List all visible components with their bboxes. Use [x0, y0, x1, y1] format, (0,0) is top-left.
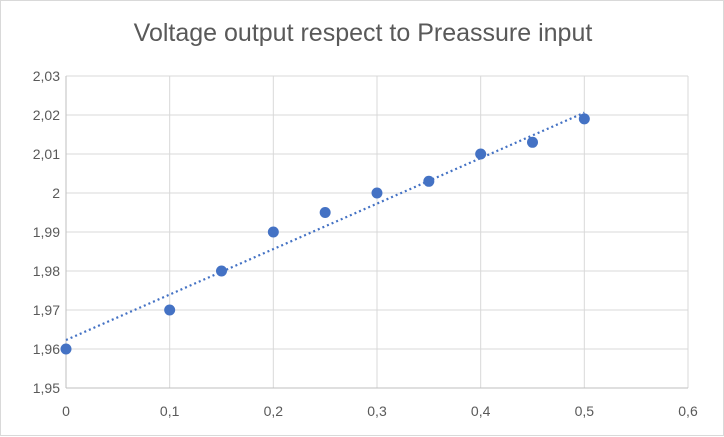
y-tick-label: 1,96 [33, 341, 60, 357]
y-tick-label: 2,02 [33, 107, 60, 123]
data-point [216, 265, 227, 277]
data-point [164, 304, 176, 316]
data-point [319, 207, 331, 218]
y-tick-label: 1,98 [33, 263, 60, 279]
data-point [60, 343, 72, 355]
gridlines [65, 75, 689, 389]
y-tick-label: 2,03 [33, 68, 60, 84]
chart-title: Voltage output respect to Preassure inpu… [133, 19, 593, 47]
trendline [65, 111, 585, 342]
y-tick-label: 1,95 [33, 380, 60, 396]
axes: 1,95 1,96 1,97 1,98 1,99 2 2,01 2,02 2,03 0 0,1 0,2… [33, 68, 698, 419]
x-tick-label: 0,1 [160, 403, 180, 419]
x-tick-label: 0,5 [575, 403, 595, 419]
x-tick-label: 0 [62, 403, 70, 419]
y-tick-label: 1,97 [33, 302, 60, 318]
y-tick-label: 1,99 [33, 224, 60, 240]
trendline-group [65, 111, 585, 342]
y-tick-label: 2 [52, 185, 60, 201]
data-point [371, 187, 383, 199]
data-point [267, 226, 279, 238]
data-point [423, 175, 435, 187]
x-tick-label: 0,2 [264, 403, 284, 419]
x-tick-label: 0,3 [367, 403, 387, 419]
data-point [578, 113, 590, 125]
x-tick-label: 0,4 [471, 403, 491, 419]
y-tick-label: 2,01 [33, 146, 60, 162]
x-tick-label: 0,6 [678, 403, 698, 419]
data-point [527, 136, 538, 148]
data-point [475, 148, 487, 160]
data-points [60, 113, 590, 355]
